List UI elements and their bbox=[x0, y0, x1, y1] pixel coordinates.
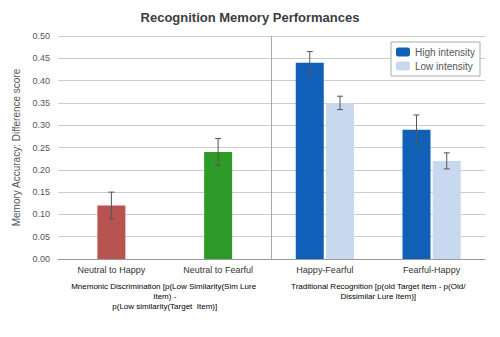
svg-text:Memory Accuracy: Difference sc: Memory Accuracy: Difference score bbox=[11, 68, 22, 226]
svg-text:High intensity: High intensity bbox=[415, 47, 475, 58]
svg-text:Item) -: Item) - bbox=[153, 292, 176, 301]
svg-text:Neutral to Happy: Neutral to Happy bbox=[78, 265, 146, 275]
svg-text:0.10: 0.10 bbox=[32, 209, 50, 219]
svg-text:0.35: 0.35 bbox=[32, 98, 50, 108]
svg-text:0.20: 0.20 bbox=[32, 165, 50, 175]
svg-text:0.45: 0.45 bbox=[32, 53, 50, 63]
svg-text:Neutral to Fearful: Neutral to Fearful bbox=[183, 265, 253, 275]
svg-text:0.30: 0.30 bbox=[32, 120, 50, 130]
svg-text:0.50: 0.50 bbox=[32, 31, 50, 41]
svg-text:0.15: 0.15 bbox=[32, 187, 50, 197]
svg-text:Traditional Recognition [p(old: Traditional Recognition [p(old Target it… bbox=[291, 282, 466, 291]
svg-text:0.00: 0.00 bbox=[32, 254, 50, 264]
svg-text:Dissimilar Lure Item)]: Dissimilar Lure Item)] bbox=[340, 292, 416, 301]
svg-text:Recognition Memory Performance: Recognition Memory Performances bbox=[141, 10, 360, 25]
svg-text:Happy-Fearful: Happy-Fearful bbox=[296, 265, 353, 275]
svg-text:0.40: 0.40 bbox=[32, 76, 50, 86]
svg-text:Mnemonic Discrimination [p(Low: Mnemonic Discrimination [p(Low Similarit… bbox=[71, 282, 258, 291]
svg-text:0.25: 0.25 bbox=[32, 143, 50, 153]
svg-text:Low intensity: Low intensity bbox=[415, 61, 473, 72]
svg-text:Fearful-Happy: Fearful-Happy bbox=[403, 265, 461, 275]
svg-text:0.05: 0.05 bbox=[32, 232, 50, 242]
svg-text:p(Low similarity(Target Item): p(Low similarity(Target Item)] bbox=[112, 302, 217, 311]
